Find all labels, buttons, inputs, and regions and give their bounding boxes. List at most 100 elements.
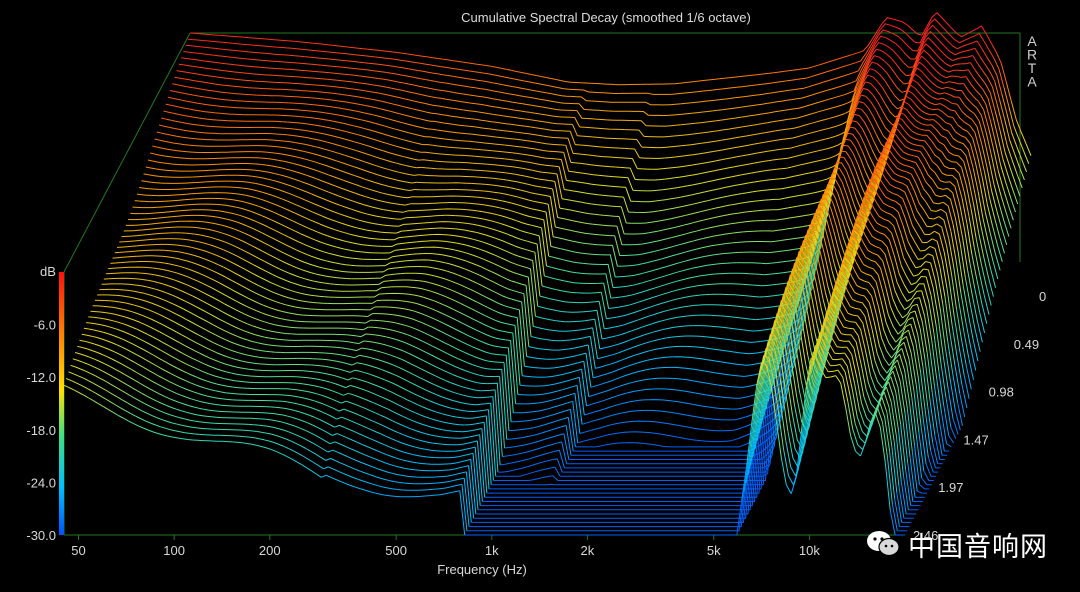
decay-slice-line — [658, 209, 664, 212]
decay-slice-line — [445, 278, 451, 282]
decay-slice-line — [175, 91, 181, 93]
decay-slice-line — [687, 203, 693, 206]
decay-slice-line — [298, 259, 305, 263]
decay-slice-line — [397, 266, 403, 269]
decay-slice-line — [582, 222, 588, 224]
decay-slice-line — [684, 154, 690, 157]
decay-slice-line — [914, 125, 920, 130]
decay-slice-line — [375, 56, 381, 59]
decay-slice-line — [540, 210, 547, 213]
decay-slice-line — [554, 181, 561, 209]
decay-slice-line — [699, 172, 705, 175]
decay-slice-line — [988, 277, 994, 297]
decay-slice-line — [906, 171, 912, 175]
decay-slice-line — [578, 191, 585, 194]
decay-slice-line — [602, 355, 608, 358]
decay-slice-line — [783, 157, 789, 160]
decay-slice-line — [712, 407, 718, 409]
decay-slice-line — [235, 64, 241, 66]
decay-slice-line — [784, 196, 790, 199]
decay-slice-line — [958, 97, 965, 106]
decay-slice-line — [308, 183, 315, 187]
decay-slice-line — [855, 226, 862, 255]
decay-slice-line — [178, 113, 184, 116]
decay-slice-line — [403, 67, 409, 70]
decay-slice-line — [222, 106, 228, 108]
decay-slice-line — [981, 48, 988, 58]
decay-slice-line — [697, 111, 703, 114]
decay-slice-line — [725, 118, 731, 120]
decay-slice-line — [643, 315, 649, 319]
decay-slice-line — [738, 231, 744, 233]
decay-slice-line — [350, 102, 356, 105]
decay-slice-line — [368, 222, 374, 225]
decay-slice-line — [276, 258, 283, 262]
x-tick-label: 5k — [707, 543, 721, 558]
decay-slice-line — [507, 314, 513, 318]
decay-slice-line — [520, 174, 526, 177]
decay-slice-line — [988, 50, 995, 59]
decay-slice-line — [600, 292, 607, 319]
decay-slice-line — [594, 410, 600, 413]
decay-slice-line — [953, 316, 960, 348]
decay-slice-line — [740, 317, 746, 319]
decay-slice-line — [439, 261, 445, 264]
decay-slice-line — [728, 147, 734, 150]
decay-slice-line — [662, 292, 669, 295]
decay-slice-line — [496, 292, 503, 297]
decay-slice-line — [390, 127, 396, 130]
decay-slice-line — [522, 239, 528, 242]
decay-slice-line — [954, 218, 961, 245]
decay-slice-line — [404, 98, 410, 101]
decay-slice-line — [726, 87, 733, 89]
decay-slice-line — [710, 140, 717, 143]
decay-slice-line — [698, 219, 704, 222]
decay-slice-line — [877, 102, 884, 112]
decay-slice-line — [729, 76, 735, 79]
decay-slice-line — [396, 243, 402, 245]
decay-slice-line — [487, 306, 493, 311]
decay-slice-line — [314, 131, 320, 134]
decay-slice-line — [850, 159, 857, 172]
decay-slice-line — [749, 200, 755, 203]
decay-slice-line — [842, 124, 849, 138]
decay-slice-line — [949, 332, 956, 365]
decay-slice-line — [388, 135, 394, 138]
decay-slice-line — [617, 350, 623, 354]
decay-slice-line — [585, 163, 591, 166]
decay-slice-line — [587, 223, 593, 225]
decay-slice-line — [336, 203, 342, 207]
decay-slice-line — [670, 103, 676, 106]
decay-slice-line — [466, 278, 473, 282]
decay-slice-line — [751, 84, 757, 86]
decay-slice-line — [830, 208, 837, 226]
decay-slice-line — [518, 132, 524, 134]
decay-slice-line — [613, 386, 619, 389]
decay-slice-line — [802, 114, 808, 118]
decay-slice-line — [726, 157, 732, 160]
decay-slice-line — [664, 346, 670, 349]
decay-slice-line — [645, 368, 651, 371]
decay-slice-line — [619, 341, 625, 345]
decay-slice-line — [808, 151, 814, 154]
decay-slice-line — [781, 187, 787, 190]
decay-slice-line — [408, 157, 414, 160]
decay-slice-line — [987, 77, 993, 88]
decay-slice-line — [377, 115, 383, 118]
decay-slice-line — [287, 280, 293, 284]
decay-slice-line — [517, 237, 523, 241]
decay-slice-line — [406, 107, 413, 110]
decay-slice-line — [520, 265, 526, 268]
decay-slice-line — [445, 168, 466, 171]
decay-slice-line — [415, 62, 421, 64]
decay-slice-line — [591, 203, 597, 206]
decay-slice-line — [720, 139, 726, 141]
decay-slice-line — [497, 150, 508, 153]
decay-slice-line — [205, 60, 211, 63]
decay-slice-line — [381, 158, 387, 161]
decay-slice-line — [504, 305, 510, 308]
decay-slice-line — [713, 234, 719, 237]
decay-slice-line — [526, 206, 532, 210]
decay-slice-line — [880, 23, 911, 39]
decay-slice-line — [665, 282, 671, 286]
